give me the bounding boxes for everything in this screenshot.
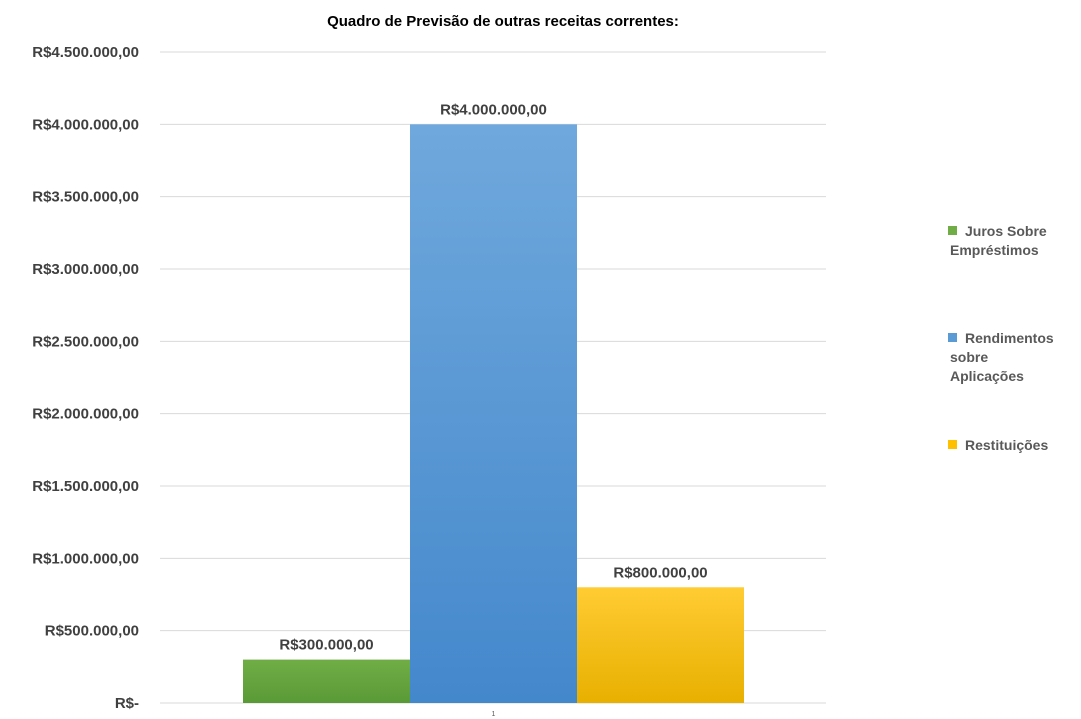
y-tick-label: R$2.000.000,00 [32, 406, 139, 423]
y-tick-label: R$3.500.000,00 [32, 189, 139, 206]
y-tick-label: R$4.500.000,00 [32, 44, 139, 61]
y-tick-label: R$1.500.000,00 [32, 478, 139, 495]
data-label: R$4.000.000,00 [440, 101, 547, 118]
legend-label: Restituições [965, 437, 1048, 453]
data-label: R$800.000,00 [613, 564, 707, 581]
y-tick-label: R$4.000.000,00 [32, 116, 139, 133]
x-tick-label: 1 [492, 711, 496, 718]
y-tick-label: R$- [115, 695, 139, 712]
data-labels: R$300.000,00 R$4.000.000,00 R$800.000,00 [279, 101, 707, 653]
chart-title: Quadro de Previsão de outras receitas co… [327, 13, 679, 30]
legend-swatch [948, 226, 957, 235]
legend-swatch [948, 440, 957, 449]
legend-label: Empréstimos [950, 242, 1039, 258]
y-tick-label: R$2.500.000,00 [32, 333, 139, 350]
legend-label: Juros Sobre [965, 223, 1047, 239]
bar-series-1 [243, 659, 410, 703]
y-tick-label: R$1.000.000,00 [32, 550, 139, 567]
bar-series-2 [410, 124, 577, 704]
y-axis-ticks: R$- R$500.000,00 R$1.000.000,00 R$1.500.000… [32, 44, 139, 712]
bar-series-3 [577, 587, 744, 703]
legend-swatch [948, 333, 957, 342]
legend-label: Aplicações [950, 368, 1024, 384]
y-tick-label: R$500.000,00 [45, 623, 139, 640]
y-tick-label: R$3.000.000,00 [32, 261, 139, 278]
legend-label: sobre [950, 349, 988, 365]
x-axis-ticks: 1 [492, 711, 496, 718]
legend: Juros Sobre Empréstimos Rendimentos sobre Ap… [948, 223, 1054, 453]
bars [243, 124, 744, 704]
legend-label: Rendimentos [965, 330, 1054, 346]
data-label: R$300.000,00 [279, 637, 373, 654]
